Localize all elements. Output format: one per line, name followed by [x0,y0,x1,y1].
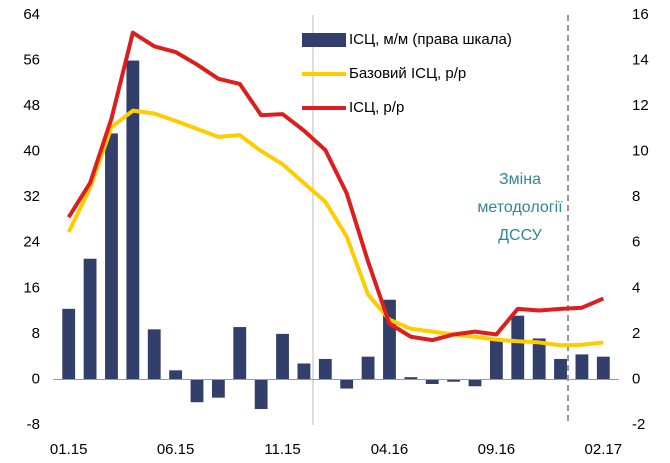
bar [276,333,289,380]
y-tick-label: 64 [23,6,40,23]
x-tick-label: 01.15 [50,441,88,458]
bar [554,358,567,380]
bar [340,379,354,389]
x-tick-label: 02.17 [585,441,623,458]
y2-tick-label: 14 [632,52,649,69]
bar [83,258,97,380]
legend-label: ІСЦ, р/р [349,99,404,116]
y-tick-label: -8 [27,416,40,433]
bar [361,356,375,380]
bar [126,60,140,380]
annotation-line: Зміна [499,171,541,188]
annotation-line: ДССУ [498,227,542,244]
y2-tick-label: 6 [632,234,640,251]
bar [596,356,610,380]
y2-tick-label: -2 [632,416,645,433]
bar [447,379,461,382]
x-tick-label: 04.16 [371,441,409,458]
annotation-line: методології [477,199,563,216]
bar [233,327,247,380]
y2-tick-label: 2 [632,325,640,342]
bar [318,358,332,380]
y2-tick-label: 16 [632,6,649,23]
line [66,108,604,348]
y2-tick-label: 12 [632,97,649,114]
bar [404,377,418,380]
legend-label: Базовий ІСЦ, р/р [349,65,466,82]
legend-label: ІСЦ, м/м (права шкала) [349,31,512,48]
bar [511,315,525,380]
bar [297,363,311,380]
y-tick-label: 16 [23,279,40,296]
line [66,30,605,343]
bar [489,338,503,380]
y2-tick-label: 8 [632,188,640,205]
x-tick-label: 09.16 [478,441,516,458]
y-tick-label: 24 [23,234,40,251]
bar [105,133,118,380]
y-tick-label: 56 [23,52,40,69]
annotation: Зміна методології ДССУ [477,171,563,244]
legend-swatch [302,33,346,47]
bar [468,379,482,387]
bar [425,379,439,384]
bar [254,379,268,410]
bar [190,379,204,403]
x-tick-label: 11.15 [264,441,300,458]
bar [147,329,161,380]
x-tick-label: 06.15 [157,441,195,458]
y-tick-label: 32 [23,188,40,205]
y-tick-label: 48 [23,97,40,114]
y-tick-label: 40 [23,143,40,160]
y2-tick-label: 0 [632,370,640,387]
y2-tick-label: 4 [632,279,640,296]
bar [532,338,546,380]
y-tick-label: 0 [32,370,40,387]
y-tick-label: 8 [32,325,40,342]
y2-tick-label: 10 [632,143,649,160]
bar [169,370,183,380]
bar [62,308,76,380]
bar [575,354,589,380]
bar [211,379,225,398]
